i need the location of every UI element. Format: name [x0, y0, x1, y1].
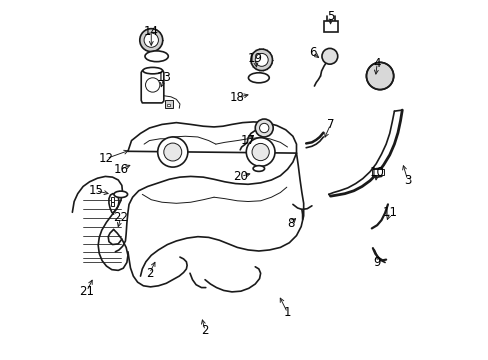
Circle shape — [255, 53, 267, 66]
Text: 2: 2 — [145, 267, 153, 280]
Text: 9: 9 — [373, 256, 380, 269]
Text: 18: 18 — [229, 91, 244, 104]
Text: 3: 3 — [403, 174, 410, 186]
Text: 12: 12 — [99, 152, 114, 165]
Bar — [371, 169, 384, 175]
Ellipse shape — [142, 67, 162, 74]
Circle shape — [246, 138, 274, 166]
Text: 10: 10 — [369, 166, 384, 179]
Text: 7: 7 — [326, 118, 334, 131]
Text: 5: 5 — [326, 10, 334, 23]
Text: 14: 14 — [143, 25, 159, 38]
Text: 1: 1 — [283, 306, 291, 319]
Text: 20: 20 — [233, 170, 248, 183]
Text: 22: 22 — [113, 211, 128, 224]
Bar — [111, 197, 114, 202]
Circle shape — [145, 78, 160, 92]
Text: 2: 2 — [201, 324, 208, 337]
Ellipse shape — [114, 191, 127, 198]
Text: 21: 21 — [79, 285, 94, 298]
Text: 17: 17 — [240, 134, 255, 147]
Circle shape — [144, 33, 158, 47]
Ellipse shape — [248, 73, 269, 83]
Circle shape — [366, 62, 393, 90]
Circle shape — [250, 49, 272, 71]
Bar — [111, 202, 114, 206]
Circle shape — [163, 143, 182, 161]
Bar — [164, 100, 172, 108]
Ellipse shape — [253, 166, 264, 171]
Text: 15: 15 — [88, 184, 103, 197]
Text: 6: 6 — [308, 46, 316, 59]
Circle shape — [321, 48, 337, 64]
Text: 8: 8 — [287, 216, 294, 230]
Circle shape — [251, 143, 269, 161]
Text: 11: 11 — [382, 206, 396, 219]
Bar — [167, 104, 170, 107]
Text: 19: 19 — [247, 51, 262, 64]
Bar — [324, 22, 338, 32]
Circle shape — [158, 137, 187, 167]
Circle shape — [255, 119, 273, 137]
Text: 4: 4 — [373, 57, 380, 70]
Circle shape — [259, 123, 268, 133]
Text: 13: 13 — [156, 71, 171, 84]
Circle shape — [140, 29, 163, 51]
Ellipse shape — [144, 51, 168, 62]
Text: 16: 16 — [113, 163, 128, 176]
